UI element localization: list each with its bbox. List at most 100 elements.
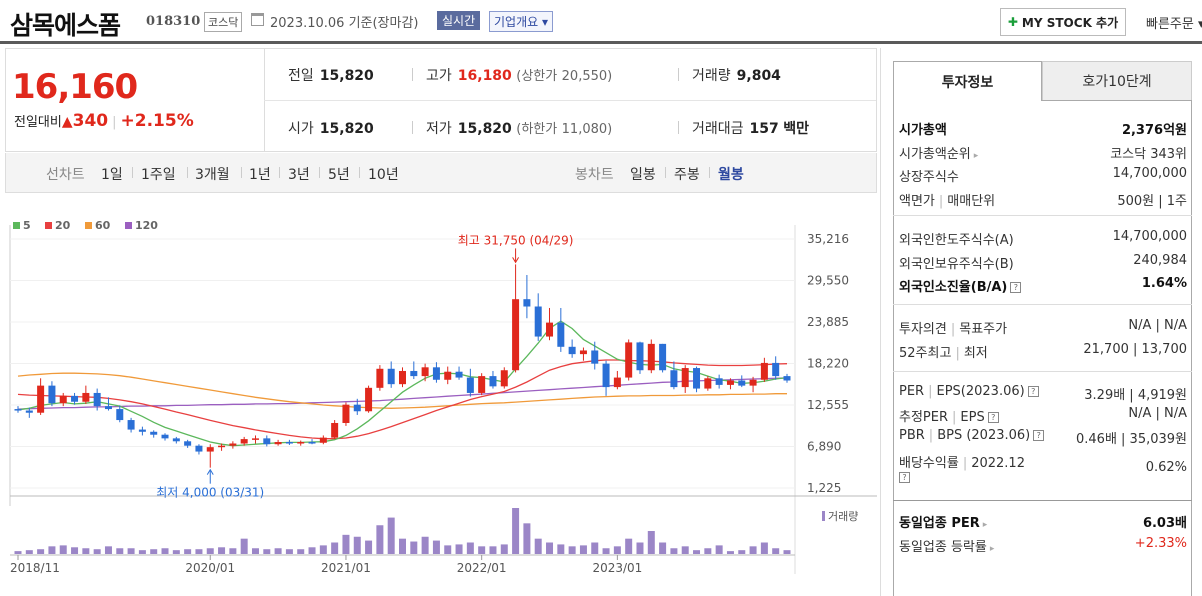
candle-body [602, 363, 610, 388]
high-annotation: 최고 31,750 (04/29) [458, 233, 574, 247]
low-price: 저가 15,820 (하한가 11,080) [412, 118, 612, 138]
candle-body [93, 392, 101, 407]
info-value: N/A | N/A [1128, 406, 1187, 421]
volume-bar [500, 544, 508, 554]
candle-body [444, 371, 452, 380]
candle-body [478, 376, 486, 393]
volume-bar [376, 525, 384, 554]
tab-order-book[interactable]: 호가10단계 [1042, 61, 1192, 101]
help-icon[interactable]: ? [987, 412, 999, 423]
candle-body [647, 343, 655, 371]
volume-bar [218, 547, 226, 554]
candle-body [500, 370, 508, 387]
info-row[interactable]: 동일업종 등락률 ▸ +2.33% [899, 536, 1187, 555]
open-price: 시가 15,820 [288, 121, 374, 137]
volume-bar [25, 550, 33, 554]
volume-bar [285, 549, 293, 554]
line-chart-label: 선차트 [46, 167, 85, 183]
candle-body [342, 404, 350, 423]
legend-swatch [85, 222, 92, 229]
range-10y[interactable]: 10년 [368, 167, 399, 183]
candle-monthly[interactable]: 월봉 [718, 167, 744, 183]
candle-body [240, 439, 248, 444]
range-1d[interactable]: 1일 [101, 167, 123, 183]
info-label-secondary: EPS [960, 410, 985, 425]
volume-bar [229, 548, 237, 554]
candle-body [365, 387, 373, 412]
info-row[interactable]: 동일업종 PER ▸ 6.03배 [899, 512, 1187, 531]
candlestick-chart: 5 20 60 120 35,216 29,550 23,885 18,220 12,555 6,… [9, 219, 877, 575]
candle-body [308, 442, 316, 444]
volume-bar [399, 538, 406, 554]
volume-bar [161, 548, 169, 554]
info-row: 투자의견 | 목표주가 N/A | N/A [899, 318, 1187, 337]
range-3m[interactable]: 3개월 [195, 167, 230, 183]
candle-weekly[interactable]: 주봉 [674, 167, 700, 183]
candle-body [466, 377, 474, 393]
volume-bar [783, 550, 791, 554]
info-label: 시가총액순위 [899, 146, 971, 162]
info-label-secondary: 목표주가 [959, 322, 1008, 337]
candle-body [613, 377, 621, 388]
help-icon[interactable]: ? [899, 472, 910, 483]
plus-icon: ✚ [1007, 15, 1018, 29]
ma20-line [17, 359, 788, 440]
info-row: 외국인소진율(B/A)? 1.64% [899, 276, 1187, 295]
help-icon[interactable]: ? [1027, 386, 1039, 397]
volume-bar [478, 546, 486, 554]
info-label: 시가총액 [899, 123, 947, 138]
realtime-button[interactable]: 실시간 [437, 11, 481, 30]
x-tick-label: 2021/01 [321, 561, 371, 575]
candle-body [25, 410, 33, 413]
volume-bar [127, 548, 135, 554]
candle-body [760, 362, 768, 380]
range-3y[interactable]: 3년 [288, 167, 310, 183]
help-icon[interactable]: ? [1033, 430, 1045, 441]
volume-bar [693, 550, 701, 554]
candle-body [138, 429, 146, 432]
volume-bar [184, 549, 192, 554]
info-value: 6.03배 [1142, 516, 1187, 531]
range-5y[interactable]: 5년 [328, 167, 350, 183]
volume-bar [760, 542, 768, 554]
candle-daily[interactable]: 일봉 [630, 167, 656, 183]
volume-bar [613, 546, 621, 554]
info-value: 240,984 [1133, 252, 1187, 268]
volume-bar [455, 544, 463, 554]
volume-bar [444, 545, 452, 554]
candle-body [455, 371, 463, 378]
volume-bar [410, 541, 418, 554]
volume-bar [353, 536, 361, 554]
candle-body [568, 346, 576, 355]
candle-body [206, 447, 214, 452]
help-icon[interactable]: ? [1010, 282, 1022, 293]
volume-bar [172, 550, 180, 554]
base-date: 2023.10.06 기준(장마감) [270, 16, 419, 31]
candle-body [71, 395, 79, 402]
ma5-line [17, 320, 788, 447]
info-label: 액면가 [899, 193, 935, 209]
legend-label: 120 [135, 219, 158, 232]
candle-body [749, 379, 757, 386]
high-price: 고가 16,180 (상한가 20,550) [412, 65, 612, 85]
candle-body [557, 322, 565, 347]
candle-chart-label: 봉차트 [575, 167, 614, 183]
range-1y[interactable]: 1년 [249, 167, 271, 183]
candle-body [410, 370, 418, 377]
volume-legend-label: 거래량 [828, 510, 858, 523]
candle-body [489, 376, 497, 387]
info-label-secondary: 최저 [963, 345, 988, 361]
add-mystock-button[interactable]: ✚ MY STOCK 추가 [1000, 8, 1126, 36]
candle-body [161, 434, 169, 439]
quick-order-dropdown[interactable]: 빠른주문 ▾ [1146, 17, 1202, 32]
tab-investment-info[interactable]: 투자정보 [893, 61, 1042, 101]
range-1w[interactable]: 1주일 [141, 167, 176, 183]
candle-body [387, 368, 395, 385]
volume-bar [726, 551, 734, 554]
low-arrow-head [206, 468, 214, 475]
volume-bar [331, 542, 339, 554]
info-value: 500원 | 1주 [1117, 193, 1187, 209]
info-value: 0.46배 | 35,039원 [1076, 432, 1187, 447]
info-row[interactable]: 시가총액순위 ▸ 코스닥 343위 [899, 143, 1187, 162]
company-overview-dropdown[interactable]: 기업개요 ▾ [489, 11, 553, 32]
